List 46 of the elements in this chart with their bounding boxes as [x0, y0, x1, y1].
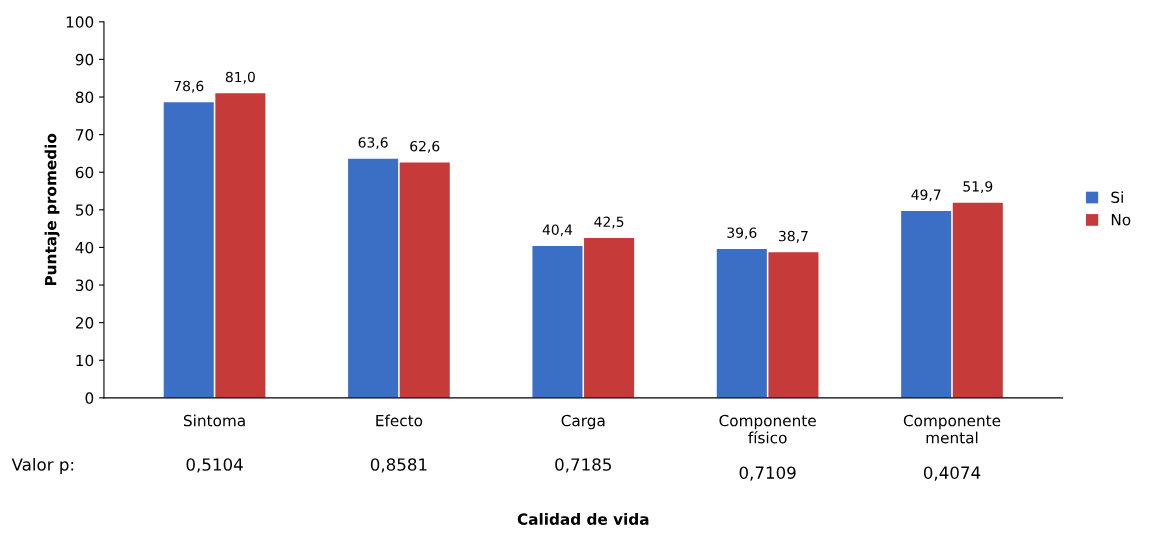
y-tick-label: 100: [66, 16, 94, 28]
x-tick-label: Componente físico: [719, 414, 816, 444]
x-tick-label: Carga: [561, 414, 605, 430]
bar: [584, 238, 635, 398]
data-label: 42,5: [594, 216, 624, 229]
bar: [952, 202, 1003, 398]
y-tick-label: 20: [75, 317, 94, 329]
bar: [399, 162, 450, 398]
data-label: 51,9: [963, 181, 993, 194]
x-tick-label: Sintoma: [183, 414, 245, 427]
text: 0,8581: [370, 458, 427, 473]
data-label: 49,7: [911, 189, 941, 202]
bar: [348, 158, 399, 398]
y-tick-label: 40: [75, 241, 94, 254]
bar: [215, 93, 266, 398]
bar: [532, 245, 583, 398]
legend-label: No: [1111, 214, 1131, 226]
text: 0,4074: [923, 466, 981, 481]
bar: [163, 102, 214, 398]
legend-label: Si: [1111, 191, 1123, 204]
text: 0,5104: [186, 458, 243, 473]
y-tick-label: 10: [76, 354, 94, 367]
data-label: 40,4: [542, 224, 573, 237]
text: Valor p:: [11, 457, 74, 475]
data-label: 39,6: [727, 227, 757, 240]
x-axis-title: Calidad de vida: [517, 513, 649, 525]
data-label: 78,6: [174, 80, 204, 93]
y-axis-title: Puntaje promedio: [44, 133, 60, 286]
text: 0,7109: [739, 466, 796, 481]
data-label: 81,0: [225, 71, 255, 84]
bar: [901, 210, 952, 398]
x-tick-label: Componente mental: [903, 414, 1001, 444]
data-label: 38,7: [779, 230, 808, 243]
bar: [716, 248, 767, 398]
data-label: 63,6: [358, 137, 388, 150]
text: 0,7185: [555, 458, 611, 473]
y-tick-label: 30: [75, 279, 94, 292]
y-tick-label: 90: [75, 53, 94, 66]
y-tick-label: 0: [85, 392, 94, 404]
y-tick-label: 60: [75, 166, 94, 179]
data-label: 62,6: [410, 140, 440, 153]
bar: [768, 252, 819, 398]
x-tick-label: Efecto: [376, 414, 423, 427]
y-tick-label: 80: [75, 91, 94, 104]
y-tick-label: 70: [76, 129, 94, 141]
y-tick-label: 50: [75, 204, 94, 216]
